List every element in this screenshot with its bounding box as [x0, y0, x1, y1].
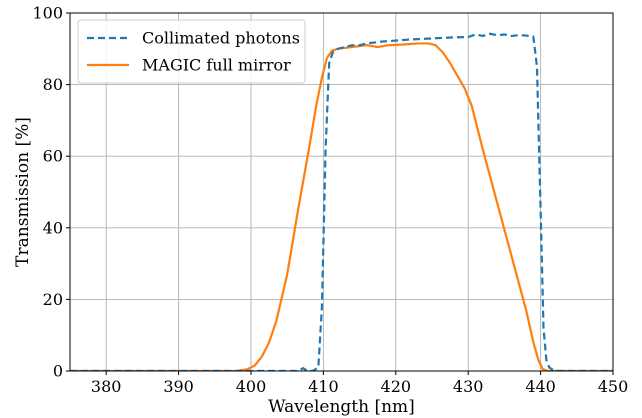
y-tick-label: 100	[32, 4, 63, 23]
x-tick-label: 430	[453, 377, 484, 396]
legend-label-collimated-photons: Collimated photons	[142, 29, 300, 48]
series-line-magic-full-mirror	[70, 42, 613, 371]
y-axis: 0 20 40 60 80 100	[32, 4, 70, 381]
legend: Collimated photons MAGIC full mirror	[77, 19, 306, 84]
x-tick-label: 450	[598, 377, 629, 396]
legend-label-magic-full-mirror: MAGIC full mirror	[142, 56, 291, 75]
y-tick-label: 20	[43, 290, 63, 309]
series-line-collimated-photons	[70, 32, 613, 371]
y-tick-label: 60	[43, 147, 63, 166]
x-tick-label: 420	[381, 377, 412, 396]
x-tick-label: 440	[525, 377, 556, 396]
x-tick-label: 380	[91, 377, 122, 396]
y-tick-label: 40	[43, 218, 63, 237]
y-tick-label: 80	[43, 75, 63, 94]
x-axis-label: Wavelength [nm]	[268, 397, 415, 417]
plot-frame	[69, 12, 614, 372]
x-axis: 380 390 400 410 420 430 440 450	[91, 371, 628, 396]
y-tick-label: 0	[53, 362, 63, 381]
legend-box	[77, 19, 306, 84]
x-tick-label: 400	[236, 377, 267, 396]
x-tick-label: 390	[163, 377, 194, 396]
y-axis-label: Transmission [%]	[13, 117, 33, 267]
x-tick-label: 410	[308, 377, 339, 396]
series-layer	[70, 32, 613, 371]
